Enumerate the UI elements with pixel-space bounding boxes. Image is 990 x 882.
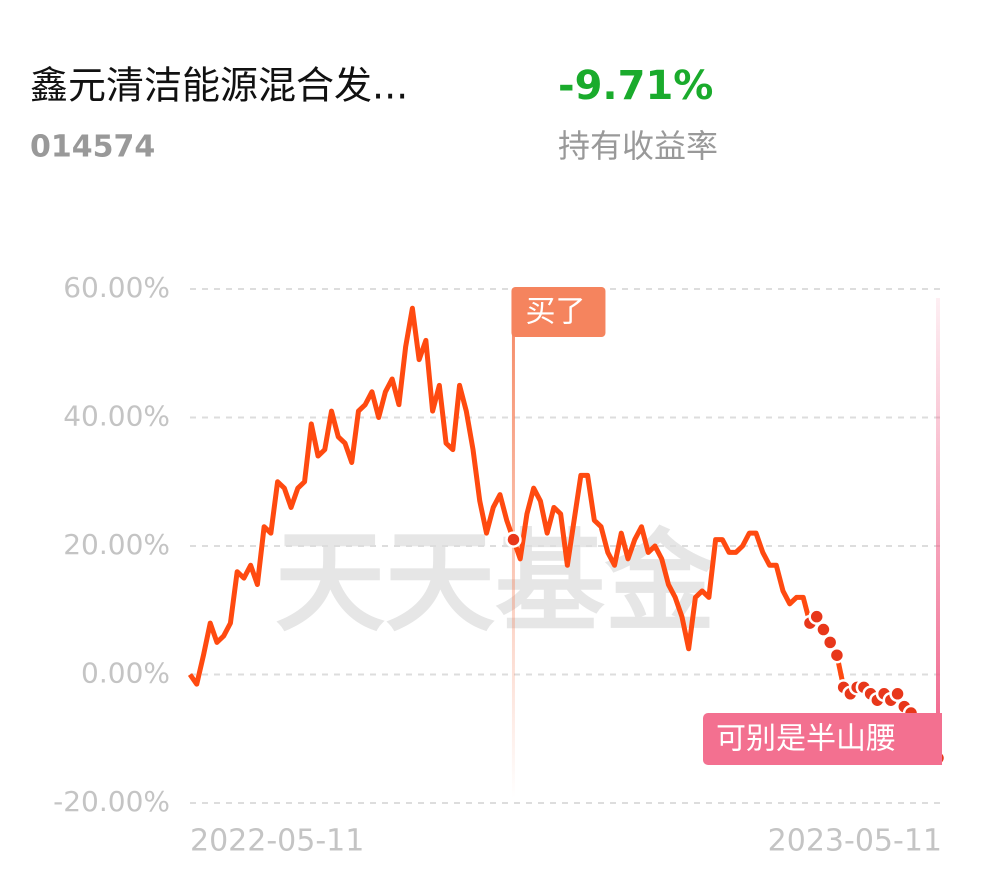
warn-tag-text: 可别是半山腰: [716, 722, 896, 757]
trade-dot: [821, 634, 839, 651]
return-label: 持有收益率: [558, 127, 718, 165]
y-tick-label: -20.00%: [53, 785, 170, 818]
fund-title: 鑫元清洁能源混合发...: [30, 64, 408, 108]
y-tick-label: 0.00%: [81, 657, 170, 690]
trade-dot: [505, 531, 522, 548]
warn-tag: 可别是半山腰: [703, 713, 942, 765]
buy-tag-text: 买了: [525, 295, 585, 330]
warn-tag-box: [703, 713, 942, 765]
buy-tag: [511, 287, 606, 337]
trade-dot: [815, 621, 832, 638]
x-tick-label: 2023-05-11: [768, 824, 942, 859]
watermark: 天天基金: [275, 518, 716, 646]
trade-dot: [828, 646, 846, 664]
y-tick-label: 60.00%: [63, 271, 170, 304]
trade-dot: [889, 685, 906, 703]
y-tick-label: 20.00%: [63, 528, 170, 561]
end-line: [936, 298, 940, 758]
x-tick-label: 2022-05-11: [190, 824, 364, 859]
fund-code: 014574: [30, 130, 155, 165]
trade-dot: [808, 608, 825, 625]
chart: -20.00% 0.00% 20.00% 40.00% 60.00% 2022-05-11…: [53, 271, 947, 859]
return-value: -9.71%: [558, 63, 713, 109]
y-tick-label: 40.00%: [63, 400, 170, 433]
